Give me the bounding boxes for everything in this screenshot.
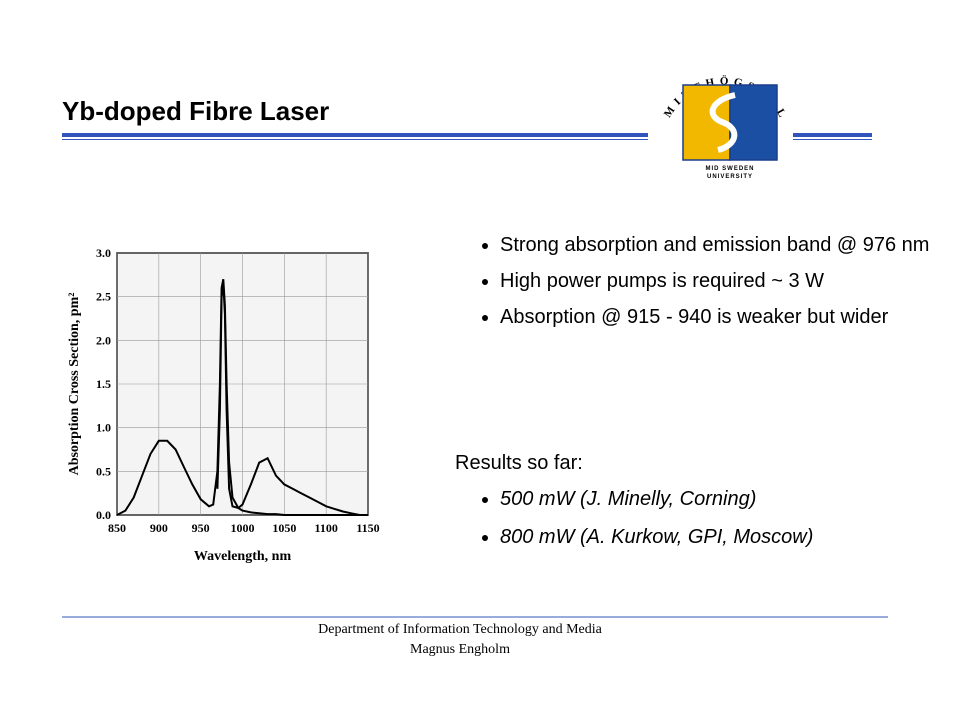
y-tick-label: 1.5	[96, 377, 111, 391]
logo-s	[709, 92, 738, 153]
title-rule-thin	[62, 139, 648, 140]
y-tick-label: 3.0	[96, 246, 111, 260]
y-tick-label: 1.0	[96, 421, 111, 435]
x-tick-label: 850	[108, 521, 126, 535]
footer-author: Magnus Engholm	[410, 642, 510, 657]
results-list: 500 mW (J. Minelly, Corning) 800 mW (A. …	[455, 487, 950, 563]
results-heading: Results so far:	[455, 452, 583, 474]
result: 500 mW (J. Minelly, Corning)	[500, 487, 950, 511]
bullet: Strong absorption and emission band @ 97…	[500, 233, 950, 257]
x-tick-label: 1000	[231, 521, 255, 535]
bullet-list: Strong absorption and emission band @ 97…	[455, 233, 950, 341]
x-axis-label: Wavelength, nm	[194, 549, 292, 564]
y-tick-label: 0.0	[96, 508, 111, 522]
x-tick-label: 1100	[314, 521, 337, 535]
x-tick-label: 1050	[272, 521, 296, 535]
data-line	[216, 283, 368, 516]
logo-subtitle: MID SWEDEN	[706, 166, 755, 172]
slide-title: Yb-doped Fibre Laser	[62, 96, 330, 126]
x-tick-label: 900	[150, 521, 168, 535]
y-tick-label: 2.0	[96, 333, 111, 347]
y-axis-label: Absorption Cross Section, pm²	[67, 293, 82, 476]
title-rule-right-thin	[793, 139, 872, 140]
result: 800 mW (A. Kurkow, GPI, Moscow)	[500, 525, 950, 549]
title-rule-right	[793, 133, 872, 137]
y-tick-label: 2.5	[96, 290, 111, 304]
bullet: High power pumps is required ~ 3 W	[500, 269, 950, 293]
bullet: Absorption @ 915 - 940 is weaker but wid…	[500, 305, 950, 329]
x-tick-label: 950	[192, 521, 210, 535]
chart: 0.0 0.5 1.0 1.5 2.0 2.5 3.0 850 900 950 1000 1050 11…	[67, 246, 380, 564]
title-rule	[62, 133, 648, 137]
y-tick-label: 0.5	[96, 464, 111, 478]
footer-department: Department of Information Technology and…	[318, 622, 602, 637]
logo-shield-right	[729, 84, 778, 161]
x-tick-label: 1150	[356, 521, 379, 535]
logo-subtitle: UNIVERSITY	[707, 174, 753, 180]
logo: MITTHÖGSKOLAN MID SWEDEN UNIVERSITY	[0, 0, 785, 180]
